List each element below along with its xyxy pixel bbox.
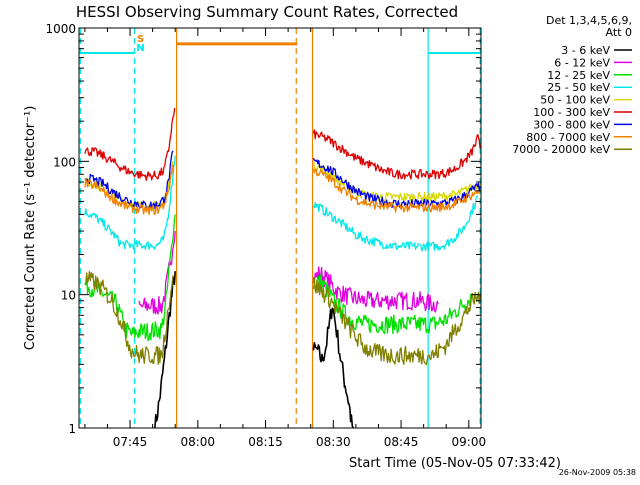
x-tick-label-5: 09:00 [452, 435, 487, 449]
y-tick-label-2: 100 [53, 155, 76, 169]
axes-ticks: 07:45 08:00 08:15 08:30 08:45 09:00 1 10 100 1000 [45, 22, 486, 449]
x-tick-label-1: 08:00 [180, 435, 215, 449]
legend-label-3: 25 - 50 keV [547, 81, 610, 94]
legend-label-8: 7000 - 20000 keV [512, 143, 610, 156]
series-line-1-segment-1 [312, 266, 439, 313]
footer-timestamp: 26-Nov-2009 05:38 [559, 468, 636, 477]
series-line-0-segment-0 [154, 271, 176, 429]
y-tick-label-0: 1 [68, 422, 76, 436]
x-tick-label-3: 08:30 [316, 435, 351, 449]
flag-labels: SN [136, 34, 144, 54]
x-tick-label-4: 08:45 [384, 435, 419, 449]
series-line-0-segment-1 [312, 307, 354, 429]
flag-label-s: S [137, 34, 144, 45]
series-line-2-segment-0 [84, 214, 176, 342]
flag-label-n: N [136, 43, 144, 54]
series-line-2-segment-1 [312, 274, 474, 335]
series-line-6-segment-1 [312, 157, 481, 209]
observing-intervals [79, 42, 481, 54]
series-lines [84, 107, 481, 429]
series-line-7-segment-0 [84, 164, 174, 216]
series-line-3-segment-1 [312, 195, 479, 252]
legend-label-6: 300 - 800 keV [533, 118, 610, 131]
legend-label-4: 50 - 100 keV [540, 94, 610, 107]
series-line-6-segment-0 [84, 150, 174, 210]
legend-label-0: 3 - 6 keV [561, 44, 610, 57]
series-line-4-segment-1 [312, 159, 481, 203]
y-tick-label-3: 1000 [45, 22, 76, 36]
series-line-8-segment-0 [84, 271, 174, 365]
legend-header-line-1: Det 1,3,4,5,6,9, [546, 14, 632, 27]
legend-header-line-2: Att 0 [606, 26, 632, 39]
y-tick-label-1: 10 [61, 289, 76, 303]
x-tick-label-0: 07:45 [113, 435, 148, 449]
series-line-8-segment-1 [312, 277, 481, 366]
chart-title: HESSI Observing Summary Count Rates, Cor… [76, 3, 458, 21]
y-axis-title: Corrected Count Rate (s⁻¹ detector⁻¹) [23, 106, 38, 351]
x-tick-label-2: 08:15 [248, 435, 283, 449]
series-line-5-segment-0 [84, 107, 176, 182]
x-axis-title: Start Time (05-Nov-05 07:33:42) [349, 456, 561, 471]
plot-frame [78, 27, 482, 429]
legend-label-7: 800 - 7000 keV [526, 131, 610, 144]
series-line-5-segment-1 [312, 129, 481, 180]
legend-label-1: 6 - 12 keV [554, 56, 610, 69]
legend-label-2: 12 - 25 keV [547, 69, 610, 82]
series-line-3-segment-0 [84, 155, 176, 251]
vertical-markers [79, 28, 481, 428]
legend-label-5: 100 - 300 keV [533, 106, 610, 119]
series-line-7-segment-1 [312, 168, 481, 213]
